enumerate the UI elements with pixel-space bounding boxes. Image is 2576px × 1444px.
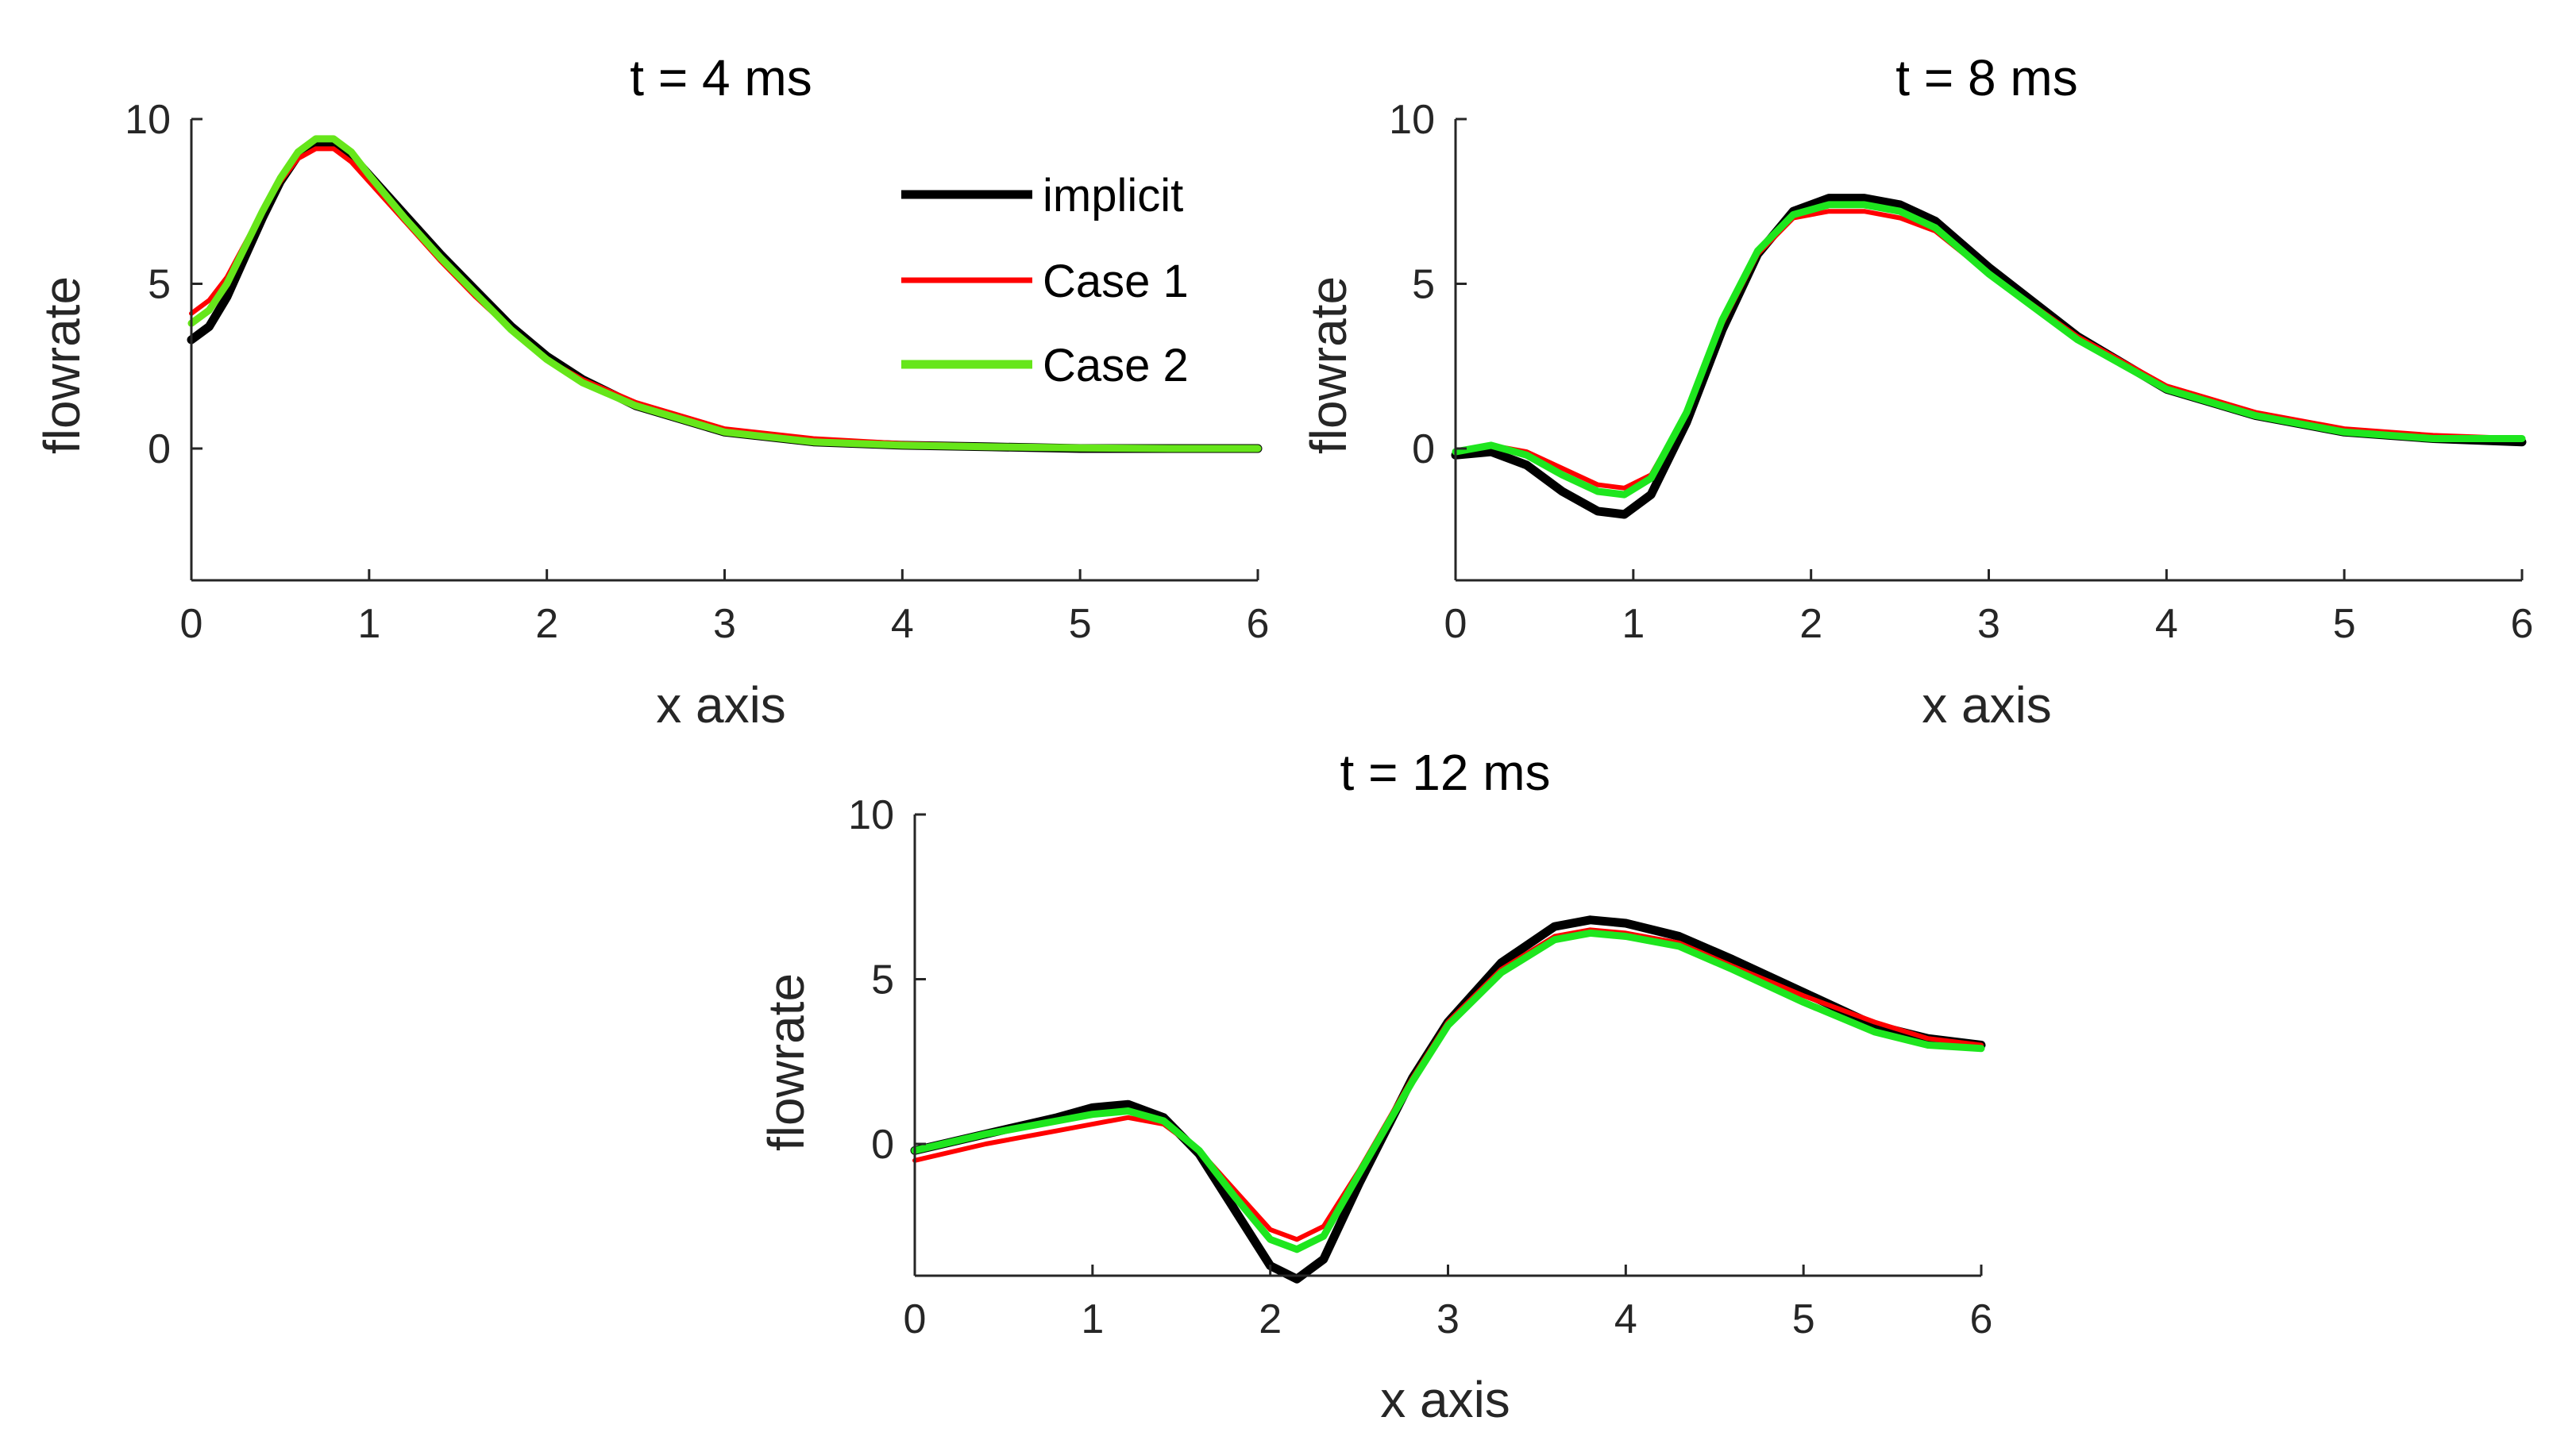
x-tick-label: 0 (1444, 601, 1467, 647)
y-tick-label: 10 (848, 792, 894, 838)
series-line-case-1 (912, 927, 1984, 1242)
x-tick-label: 1 (357, 601, 380, 647)
series-line-case-2 (187, 135, 1262, 452)
y-tick-label: 0 (1412, 426, 1435, 472)
y-tick-label: 5 (871, 957, 894, 1003)
plot-area: 0 1 2 3 4 5 6 0 5 10 (848, 792, 1992, 1342)
x-tick-label: 0 (180, 601, 203, 647)
x-tick-label: 4 (2155, 601, 2178, 647)
x-tick-label: 3 (713, 601, 736, 647)
legend-label-implicit: implicit (1043, 170, 1183, 221)
y-tick-label: 10 (125, 97, 171, 143)
x-tick-label: 4 (891, 601, 914, 647)
series-line-implicit (1451, 194, 2527, 519)
x-tick-label: 4 (1614, 1296, 1637, 1342)
legend: implicit Case 1 Case 2 (901, 170, 1189, 391)
x-tick-label: 6 (2511, 601, 2534, 647)
x-tick-label: 1 (1622, 601, 1645, 647)
plot-area: 0 1 2 3 4 5 6 0 5 10 (1389, 97, 2533, 647)
panel-t-12ms: t = 12 ms 0 1 2 3 4 5 6 0 5 10 x axis flowrate (758, 744, 1992, 1428)
x-tick-label: 5 (1069, 601, 1092, 647)
chart-title: t = 12 ms (1340, 744, 1551, 801)
x-tick-label: 3 (1977, 601, 2000, 647)
x-tick-label: 2 (1259, 1296, 1282, 1342)
chart-title: t = 4 ms (630, 49, 812, 106)
y-axis-label: flowrate (1300, 276, 1357, 454)
x-tick-label: 6 (1247, 601, 1270, 647)
x-axis-label: x axis (656, 676, 786, 734)
series-line-case-1 (1453, 209, 2524, 491)
series-line-implicit (910, 915, 1986, 1284)
x-axis-label: x axis (1922, 676, 2052, 734)
chart-title: t = 8 ms (1895, 49, 2077, 106)
x-tick-label: 2 (535, 601, 558, 647)
legend-label-case-1: Case 1 (1043, 256, 1189, 307)
x-tick-label: 1 (1081, 1296, 1104, 1342)
y-tick-label: 0 (871, 1122, 894, 1168)
y-axis-label: flowrate (33, 276, 91, 454)
plot-area: 0 1 2 3 4 5 6 0 5 10 (125, 97, 1269, 647)
y-tick-label: 10 (1389, 97, 1435, 143)
x-tick-label: 5 (1792, 1296, 1815, 1342)
x-tick-label: 0 (904, 1296, 927, 1342)
series-line-case-2 (1452, 201, 2526, 499)
x-tick-label: 6 (1970, 1296, 1993, 1342)
series-line-case-2 (911, 929, 1985, 1253)
panel-t-8ms: t = 8 ms 0 1 2 3 4 5 6 0 5 10 x axis flowrate (1300, 49, 2533, 734)
legend-label-case-2: Case 2 (1043, 340, 1189, 391)
y-axis-label: flowrate (758, 973, 815, 1151)
x-axis-label: x axis (1380, 1371, 1510, 1428)
panel-t-4ms: t = 4 ms 0 1 2 3 4 5 6 0 5 10 x axis flowrate (33, 49, 1269, 734)
x-tick-label: 2 (1799, 601, 1822, 647)
y-tick-label: 5 (148, 262, 171, 308)
x-tick-label: 3 (1436, 1296, 1460, 1342)
y-tick-label: 5 (1412, 262, 1435, 308)
y-tick-label: 0 (148, 426, 171, 472)
x-tick-label: 5 (2333, 601, 2356, 647)
